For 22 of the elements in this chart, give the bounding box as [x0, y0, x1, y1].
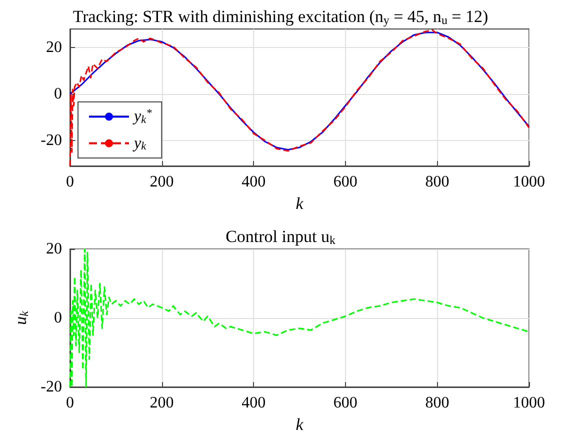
x-tick-label: 1000 — [513, 174, 545, 190]
y-tick-label: 0 — [54, 86, 62, 103]
x-tick-label: 0 — [66, 394, 74, 412]
x-tick-label: 200 — [150, 174, 174, 190]
x-axis-title: k — [296, 414, 304, 434]
x-tick-label: 600 — [333, 394, 358, 412]
x-tick-label: 0 — [66, 174, 74, 190]
x-tick-label: 200 — [150, 394, 174, 412]
y-tick-label: -20 — [40, 132, 62, 149]
y-tick-label: -20 — [40, 378, 62, 396]
x-tick-label: 800 — [425, 394, 450, 412]
y-tick-label: 20 — [46, 240, 62, 258]
x-axis-title: k — [296, 194, 304, 213]
line-series — [69, 248, 530, 388]
x-tick-label: 400 — [242, 394, 266, 412]
y-tick-label: 0 — [54, 310, 62, 326]
x-tick-label: 600 — [333, 174, 358, 190]
y-tick-label: 20 — [46, 39, 62, 56]
x-tick-label: 400 — [242, 174, 266, 190]
y-axis-title: uk — [10, 310, 31, 325]
x-tick-label: 1000 — [513, 394, 545, 412]
x-tick-label: 800 — [425, 174, 450, 190]
